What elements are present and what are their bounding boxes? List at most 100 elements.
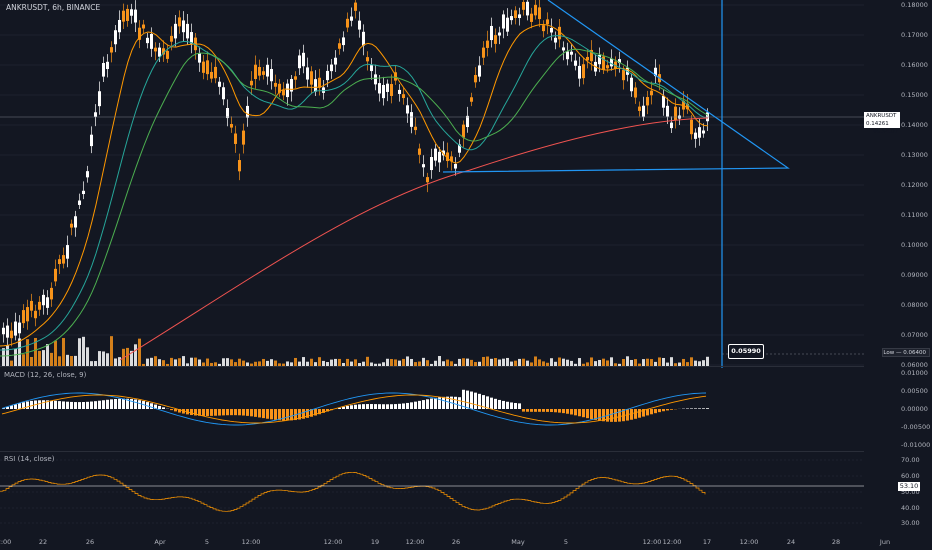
volume-bar	[662, 357, 665, 366]
candle-body	[298, 55, 301, 69]
candle-body	[234, 133, 237, 144]
volume-bar	[2, 348, 5, 366]
volume-bar	[134, 344, 137, 366]
candle-body	[342, 37, 345, 46]
macd-title[interactable]: MACD (12, 26, close, 9)	[4, 371, 87, 379]
candle-body	[374, 74, 377, 85]
macd-histogram-bar	[94, 401, 97, 409]
candle-body	[66, 245, 69, 259]
macd-histogram-bar	[282, 409, 285, 421]
candle-body	[390, 84, 393, 96]
macd-histogram-bar	[170, 409, 173, 411]
volume-bar	[334, 358, 337, 366]
candle-body	[498, 32, 501, 36]
macd-histogram-bar	[174, 409, 177, 412]
macd-histogram-bar	[702, 408, 705, 409]
candle-body	[350, 16, 353, 21]
volume-bar	[394, 359, 397, 366]
candle-body	[286, 83, 289, 98]
volume-bar	[578, 358, 581, 366]
candle-body	[178, 17, 181, 27]
price-axis-label: 0.16000	[901, 61, 928, 69]
macd-histogram-bar	[62, 401, 65, 409]
volume-bar	[382, 362, 385, 366]
volume-bar	[526, 360, 529, 366]
macd-histogram-bar	[414, 401, 417, 409]
macd-histogram-bar	[258, 409, 261, 418]
candle-body	[426, 177, 429, 183]
pane-separator-macd[interactable]	[0, 451, 864, 452]
price-tag-value: 0.14261	[866, 121, 889, 127]
volume-bar	[426, 360, 429, 366]
candle-body	[130, 9, 133, 16]
rsi-axis-label: 70.00	[901, 456, 920, 464]
time-axis-label: 12:00	[662, 538, 682, 546]
current-price-tag: ANKRUSDT 0.14261 05:54:07	[864, 112, 900, 135]
macd-histogram-bar	[510, 402, 513, 409]
candle-body	[110, 47, 113, 53]
macd-histogram-bar	[226, 409, 229, 416]
volume-bar	[254, 361, 257, 366]
volume-bar	[486, 356, 489, 366]
pane-separator-main[interactable]	[0, 366, 864, 367]
volume-bar	[146, 358, 149, 366]
candle-body	[162, 48, 165, 55]
rsi-line	[0, 471, 706, 512]
candle-body	[650, 90, 653, 96]
candle-body	[630, 77, 633, 92]
macd-histogram-bar	[566, 409, 569, 414]
price-callout-label[interactable]: 0.05990	[728, 344, 764, 359]
macd-histogram-bar	[614, 409, 617, 422]
candle-body	[330, 64, 333, 72]
low-price-tag: Low — 0.06400	[882, 348, 930, 357]
candle-body	[202, 61, 205, 73]
candle-body	[670, 122, 673, 129]
candle-body	[98, 91, 101, 107]
macd-histogram-bar	[542, 409, 545, 412]
macd-histogram-bar	[234, 409, 237, 416]
candle-body	[582, 64, 585, 79]
macd-axis-label: -0.01000	[901, 441, 931, 449]
volume-bar	[258, 361, 261, 366]
candle-body	[398, 89, 401, 94]
volume-bar	[62, 338, 65, 366]
volume-bar	[518, 358, 521, 366]
macd-histogram-bar	[54, 400, 57, 409]
candle-body	[154, 47, 157, 52]
candle-body	[414, 126, 417, 131]
macd-histogram-bar	[582, 409, 585, 418]
candle-body	[326, 70, 329, 81]
macd-histogram-bar	[262, 409, 265, 419]
volume-bar	[218, 363, 221, 366]
candle-body	[406, 105, 409, 114]
candle-body	[146, 37, 149, 44]
candle-body	[378, 83, 381, 94]
macd-histogram-bar	[522, 409, 525, 412]
price-axis-label: 0.15000	[901, 91, 928, 99]
candle-body	[698, 127, 701, 138]
volume-bar	[698, 361, 701, 366]
rsi-title[interactable]: RSI (14, close)	[4, 455, 55, 463]
macd-histogram-bar	[558, 409, 561, 413]
candle-body	[62, 255, 65, 264]
volume-bar	[362, 361, 365, 366]
macd-histogram-bar	[430, 398, 433, 409]
time-axis-label: 12:00	[323, 538, 343, 546]
candle-body	[446, 152, 449, 162]
candle-body	[634, 87, 637, 98]
volume-bar	[290, 362, 293, 366]
macd-histogram-bar	[6, 406, 9, 409]
macd-histogram-bar	[386, 404, 389, 409]
macd-histogram-bar	[74, 402, 77, 409]
macd-histogram-bar	[570, 409, 573, 415]
candle-body	[694, 132, 697, 139]
candle-body	[274, 82, 277, 87]
volume-bar	[322, 360, 325, 366]
candle-body	[366, 57, 369, 62]
macd-histogram-bar	[214, 409, 217, 416]
macd-histogram-bar	[586, 409, 589, 419]
volume-bar	[642, 359, 645, 366]
volume-bar	[634, 359, 637, 366]
candle-body	[542, 25, 545, 32]
